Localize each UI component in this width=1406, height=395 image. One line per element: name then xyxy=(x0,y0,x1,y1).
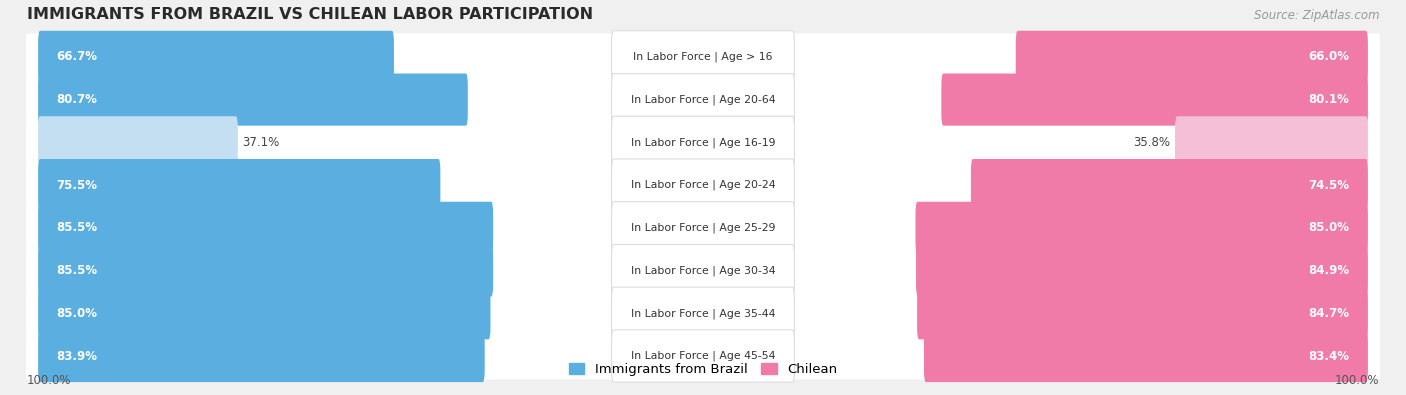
FancyBboxPatch shape xyxy=(25,290,1381,337)
Text: 85.5%: 85.5% xyxy=(56,221,98,234)
FancyBboxPatch shape xyxy=(38,245,494,297)
Text: 100.0%: 100.0% xyxy=(27,374,72,387)
FancyBboxPatch shape xyxy=(38,31,394,83)
Text: In Labor Force | Age 35-44: In Labor Force | Age 35-44 xyxy=(631,308,775,318)
FancyBboxPatch shape xyxy=(1175,116,1368,168)
FancyBboxPatch shape xyxy=(25,333,1381,380)
Text: 83.9%: 83.9% xyxy=(56,350,97,363)
FancyBboxPatch shape xyxy=(25,204,1381,251)
FancyBboxPatch shape xyxy=(612,31,794,83)
Text: 74.5%: 74.5% xyxy=(1309,179,1350,192)
FancyBboxPatch shape xyxy=(612,202,794,254)
FancyBboxPatch shape xyxy=(612,330,794,382)
Text: 85.0%: 85.0% xyxy=(56,307,97,320)
FancyBboxPatch shape xyxy=(942,73,1368,126)
FancyBboxPatch shape xyxy=(25,33,1381,80)
FancyBboxPatch shape xyxy=(38,202,494,254)
Text: IMMIGRANTS FROM BRAZIL VS CHILEAN LABOR PARTICIPATION: IMMIGRANTS FROM BRAZIL VS CHILEAN LABOR … xyxy=(27,7,593,22)
FancyBboxPatch shape xyxy=(38,116,238,168)
Text: In Labor Force | Age 25-29: In Labor Force | Age 25-29 xyxy=(631,222,775,233)
Text: 84.7%: 84.7% xyxy=(1309,307,1350,320)
FancyBboxPatch shape xyxy=(25,162,1381,209)
FancyBboxPatch shape xyxy=(25,247,1381,294)
Text: 37.1%: 37.1% xyxy=(242,136,280,149)
Text: In Labor Force | Age 20-64: In Labor Force | Age 20-64 xyxy=(631,94,775,105)
Text: 66.0%: 66.0% xyxy=(1309,50,1350,63)
FancyBboxPatch shape xyxy=(917,245,1368,297)
Text: 80.7%: 80.7% xyxy=(56,93,97,106)
FancyBboxPatch shape xyxy=(612,287,794,339)
FancyBboxPatch shape xyxy=(612,73,794,126)
Text: In Labor Force | Age 20-24: In Labor Force | Age 20-24 xyxy=(631,180,775,190)
FancyBboxPatch shape xyxy=(25,119,1381,166)
Text: 80.1%: 80.1% xyxy=(1309,93,1350,106)
FancyBboxPatch shape xyxy=(38,330,485,382)
Text: 85.0%: 85.0% xyxy=(1309,221,1350,234)
Text: 75.5%: 75.5% xyxy=(56,179,97,192)
Text: 84.9%: 84.9% xyxy=(1308,264,1350,277)
FancyBboxPatch shape xyxy=(612,245,794,297)
FancyBboxPatch shape xyxy=(25,76,1381,123)
Legend: Immigrants from Brazil, Chilean: Immigrants from Brazil, Chilean xyxy=(564,358,842,382)
FancyBboxPatch shape xyxy=(612,116,794,168)
Text: 35.8%: 35.8% xyxy=(1133,136,1170,149)
Text: In Labor Force | Age > 16: In Labor Force | Age > 16 xyxy=(633,52,773,62)
FancyBboxPatch shape xyxy=(1015,31,1368,83)
Text: Source: ZipAtlas.com: Source: ZipAtlas.com xyxy=(1254,9,1379,22)
Text: 85.5%: 85.5% xyxy=(56,264,98,277)
Text: 66.7%: 66.7% xyxy=(56,50,97,63)
FancyBboxPatch shape xyxy=(924,330,1368,382)
FancyBboxPatch shape xyxy=(612,159,794,211)
Text: 100.0%: 100.0% xyxy=(1334,374,1379,387)
Text: 83.4%: 83.4% xyxy=(1309,350,1350,363)
FancyBboxPatch shape xyxy=(38,73,468,126)
FancyBboxPatch shape xyxy=(915,202,1368,254)
Text: In Labor Force | Age 45-54: In Labor Force | Age 45-54 xyxy=(631,351,775,361)
Text: In Labor Force | Age 30-34: In Labor Force | Age 30-34 xyxy=(631,265,775,276)
FancyBboxPatch shape xyxy=(972,159,1368,211)
FancyBboxPatch shape xyxy=(38,159,440,211)
FancyBboxPatch shape xyxy=(917,287,1368,339)
Text: In Labor Force | Age 16-19: In Labor Force | Age 16-19 xyxy=(631,137,775,148)
FancyBboxPatch shape xyxy=(38,287,491,339)
